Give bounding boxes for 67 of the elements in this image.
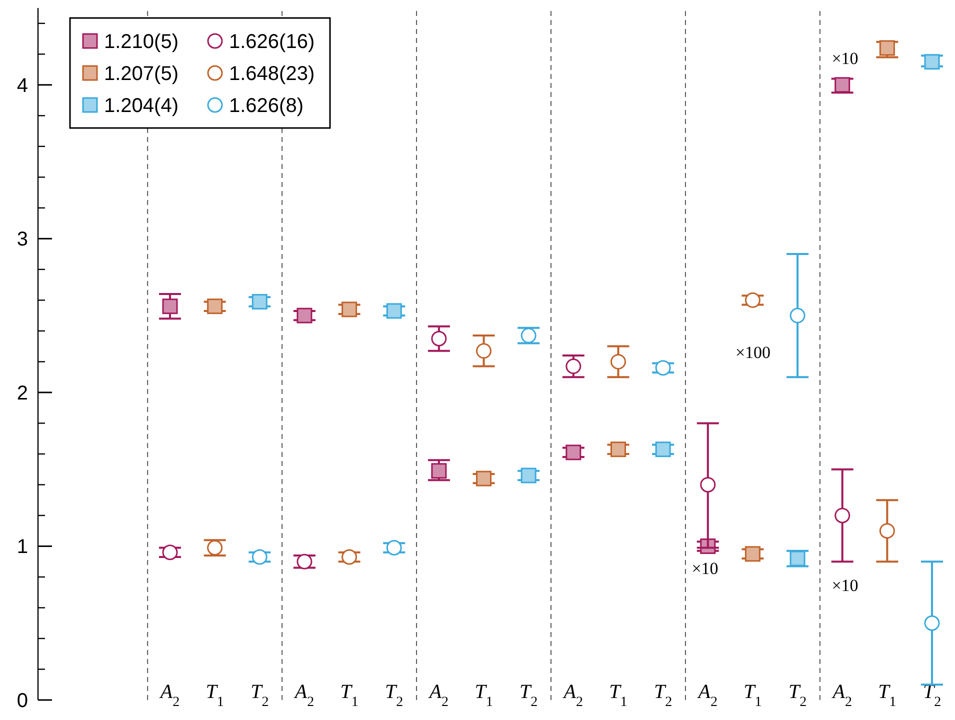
- point: [879, 40, 895, 56]
- point: [744, 292, 760, 308]
- x-tick-label: T$_{2}$: [654, 681, 672, 710]
- y-tick-label: 1: [16, 536, 28, 558]
- legend-label: 1.207(5): [104, 63, 178, 85]
- point: [924, 615, 940, 631]
- x-tick-label: T$_{2}$: [788, 681, 807, 710]
- point: [700, 476, 716, 492]
- point: [924, 54, 940, 70]
- point: [520, 468, 536, 484]
- legend-label: 1.210(5): [104, 31, 178, 53]
- point: [744, 546, 760, 562]
- point: [655, 360, 671, 376]
- x-tick-label: A$_{2}$: [562, 681, 584, 710]
- point: [879, 523, 895, 539]
- legend-label: 1.648(23): [229, 63, 315, 85]
- point: [162, 298, 178, 314]
- annotation: ×100: [735, 342, 771, 362]
- y-tick-label: 3: [16, 228, 28, 251]
- x-tick-label: A$_{2}$: [830, 681, 852, 710]
- x-tick-label: T$_{1}$: [206, 681, 224, 710]
- x-tick-label: T$_{2}$: [250, 681, 269, 710]
- point: [834, 77, 850, 93]
- point: [790, 550, 806, 566]
- point: [476, 470, 492, 486]
- legend-label: 1.626(16): [229, 31, 315, 53]
- point: [296, 308, 312, 324]
- point: [296, 554, 312, 570]
- x-tick-label: T$_{1}$: [744, 681, 762, 710]
- point: [342, 549, 358, 565]
- point: [431, 463, 447, 479]
- x-tick-label: A$_{2}$: [696, 681, 718, 710]
- x-tick-label: T$_{1}$: [340, 681, 358, 710]
- point: [252, 549, 268, 565]
- y-tick-label: 2: [16, 382, 28, 404]
- point: [610, 354, 626, 370]
- annotation: ×10: [832, 576, 858, 595]
- point: [162, 544, 178, 560]
- point: [207, 298, 223, 314]
- x-tick-label: T$_{1}$: [609, 681, 628, 710]
- x-tick-label: T$_{1}$: [878, 681, 896, 710]
- legend-label: 1.626(8): [229, 95, 304, 117]
- point: [342, 302, 358, 318]
- point: [610, 442, 626, 458]
- point: [834, 508, 850, 524]
- point: [207, 540, 223, 556]
- x-tick-label: A$_{2}$: [292, 681, 314, 710]
- annotation: ×10: [832, 48, 858, 68]
- x-tick-label: T$_{2}$: [520, 681, 538, 710]
- y-tick-label: 4: [16, 74, 28, 97]
- point: [566, 358, 582, 374]
- annotation: ×10: [692, 558, 718, 578]
- point: [386, 540, 402, 556]
- point: [431, 330, 447, 346]
- legend-label: 1.204(4): [104, 95, 178, 117]
- point: [252, 294, 268, 310]
- x-tick-label: A$_{2}$: [427, 681, 449, 710]
- point: [655, 442, 671, 458]
- point: [520, 328, 536, 344]
- point: [386, 303, 402, 319]
- y-tick-label: 0: [16, 690, 28, 712]
- x-tick-label: T$_{2}$: [385, 681, 404, 710]
- point: [790, 308, 806, 324]
- x-tick-label: A$_{2}$: [158, 681, 180, 710]
- point: [476, 343, 492, 359]
- point: [566, 444, 582, 460]
- x-tick-label: T$_{1}$: [474, 681, 493, 710]
